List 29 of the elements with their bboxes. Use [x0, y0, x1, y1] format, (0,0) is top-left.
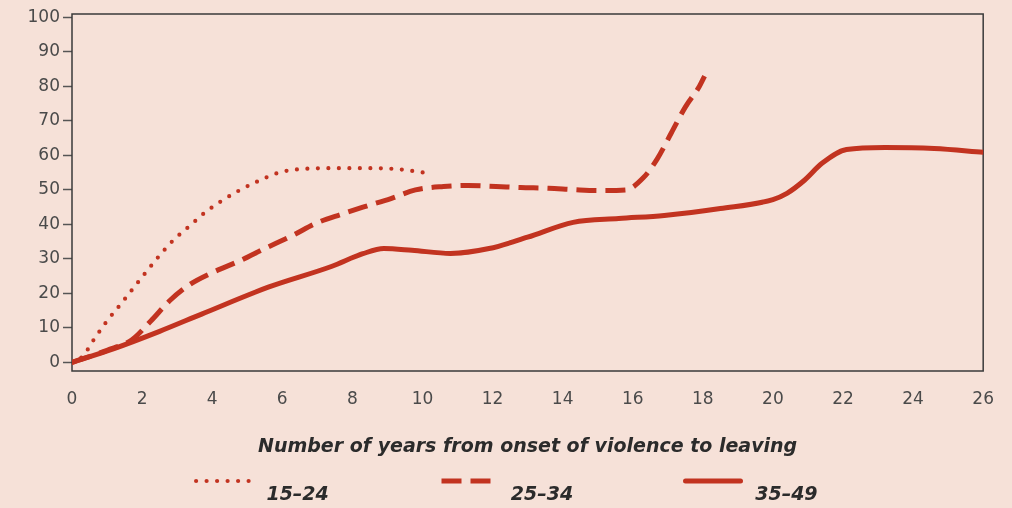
y-tick-label: 30	[38, 247, 60, 268]
x-tick-label: 6	[276, 387, 288, 408]
y-tick-label: 40	[38, 212, 60, 233]
legend-label: 35–49	[755, 482, 818, 504]
y-tick-label: 0	[49, 350, 60, 371]
x-tick-label: 14	[551, 387, 574, 408]
x-tick-label: 0	[66, 387, 78, 408]
x-tick-label: 12	[481, 387, 504, 408]
x-tick-label: 22	[832, 387, 854, 408]
y-tick-label: 10	[38, 316, 60, 337]
y-tick-label: 70	[38, 109, 60, 130]
legend-label: 25–34	[510, 482, 574, 504]
y-tick-label: 20	[38, 281, 60, 302]
x-tick-label: 8	[346, 387, 358, 408]
x-tick-label: 10	[411, 387, 434, 408]
x-tick-label: 18	[692, 387, 714, 408]
x-tick-label: 16	[621, 387, 644, 408]
y-tick-label: 80	[38, 74, 60, 95]
x-tick-label: 2	[136, 387, 148, 408]
y-tick-label: 50	[38, 178, 60, 199]
x-tick-label: 4	[206, 387, 218, 408]
y-tick-label: 60	[38, 143, 60, 164]
y-tick-label: 90	[38, 40, 60, 61]
x-tick-label: 26	[972, 387, 994, 408]
legend-label: 15–24	[266, 482, 329, 504]
x-tick-label: 20	[762, 387, 784, 408]
x-tick-label: 24	[902, 387, 924, 408]
x-axis-title: Number of years from onset of violence to leaving	[258, 433, 798, 456]
y-tick-label: 100	[27, 5, 60, 26]
